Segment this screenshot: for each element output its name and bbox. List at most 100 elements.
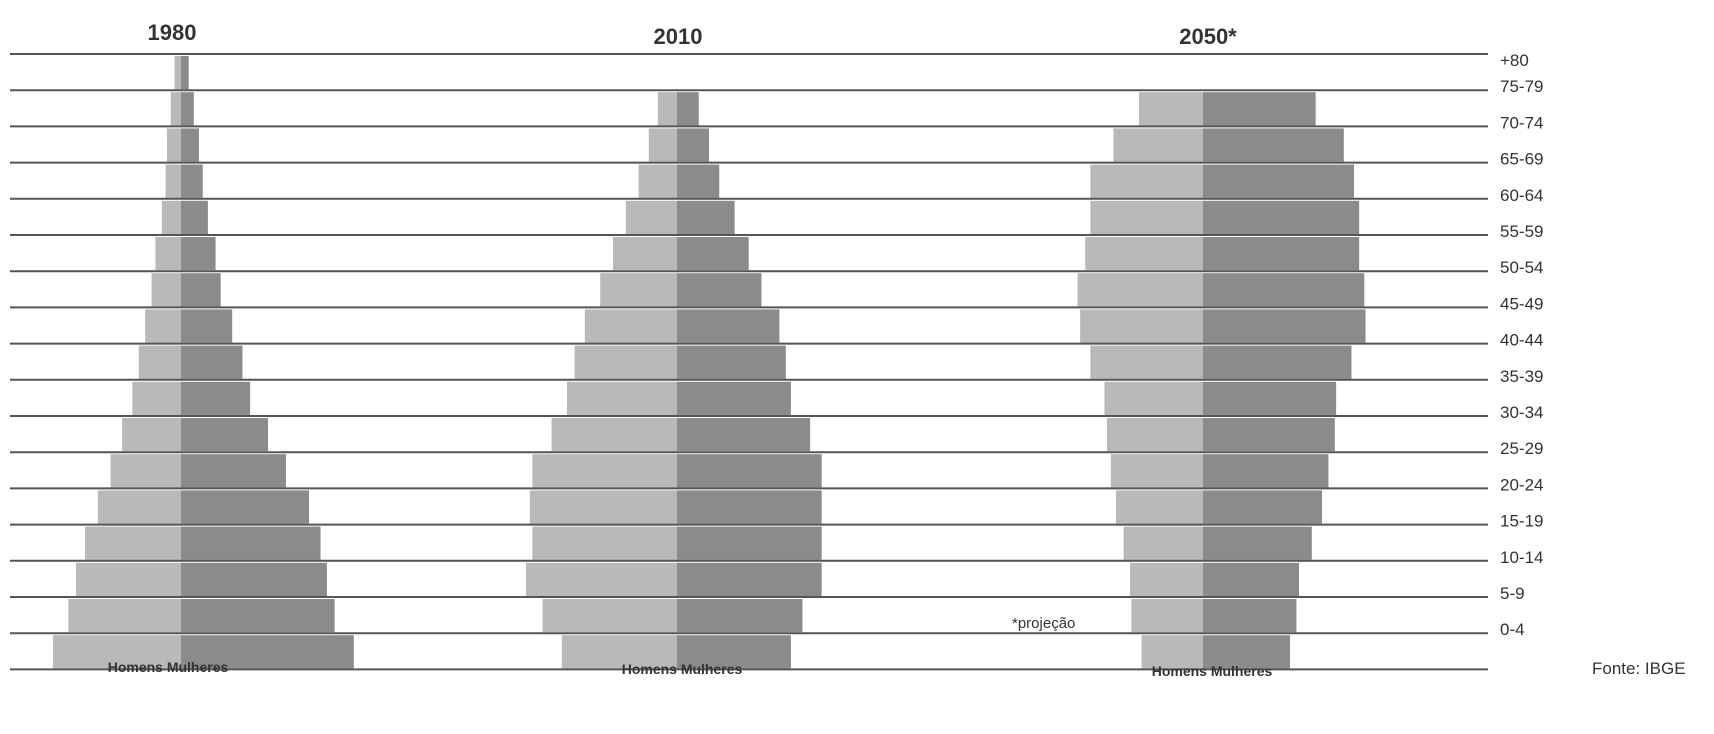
bar-mulheres-1980-10-14 <box>181 562 327 596</box>
age-label-15-19: 15-19 <box>1500 512 1543 531</box>
bar-homens-1980-20-24 <box>97 490 181 524</box>
bar-homens-2010-75-79 <box>657 92 677 126</box>
bar-mulheres-1980-5-9 <box>181 599 335 633</box>
bar-mulheres-2050-65-69 <box>1203 164 1355 198</box>
pyramid-title-1980: 1980 <box>148 20 197 45</box>
bar-homens-1980-35-39 <box>132 381 181 415</box>
sex-labels-1980: Homens Mulheres <box>108 659 229 675</box>
bar-homens-2010-60-64 <box>625 200 677 234</box>
bar-homens-2010-40-44 <box>574 345 677 379</box>
bar-mulheres-2010-35-39 <box>677 381 791 415</box>
bar-homens-2010-35-39 <box>566 381 677 415</box>
bar-homens-2050-40-44 <box>1090 345 1203 379</box>
bars-layer <box>53 56 1366 669</box>
bar-homens-1980-55-59 <box>155 237 181 271</box>
bar-mulheres-2050-45-49 <box>1203 309 1366 343</box>
bar-mulheres-2010-40-44 <box>677 345 786 379</box>
bar-mulheres-2010-70-74 <box>677 128 709 162</box>
bar-mulheres-2050-5-9 <box>1203 599 1297 633</box>
bar-homens-2050-60-64 <box>1090 200 1203 234</box>
bar-mulheres-2010-60-64 <box>677 200 735 234</box>
age-label-70-74: 70-74 <box>1500 113 1543 132</box>
bar-homens-1980-25-29 <box>110 454 181 488</box>
bar-homens-2050-30-34 <box>1107 418 1203 452</box>
bar-mulheres-2010-75-79 <box>677 92 699 126</box>
bar-homens-1980-60-64 <box>161 200 181 234</box>
bar-homens-1980-65-69 <box>165 164 181 198</box>
bar-mulheres-2010-0-4 <box>677 635 791 669</box>
age-label-+80: +80 <box>1500 51 1529 70</box>
bar-homens-1980-10-14 <box>76 562 181 596</box>
age-label-20-24: 20-24 <box>1500 475 1543 494</box>
bar-homens-2010-50-54 <box>600 273 677 307</box>
bar-homens-2010-5-9 <box>542 599 677 633</box>
source-label: Fonte: IBGE <box>1592 659 1686 678</box>
bar-mulheres-2050-20-24 <box>1203 490 1323 524</box>
age-label-35-39: 35-39 <box>1500 367 1543 386</box>
bar-mulheres-2010-45-49 <box>677 309 780 343</box>
age-label-60-64: 60-64 <box>1500 186 1543 205</box>
bar-homens-1980-+80 <box>174 56 181 90</box>
age-label-40-44: 40-44 <box>1500 331 1543 350</box>
bar-homens-2050-10-14 <box>1130 562 1203 596</box>
bar-mulheres-2010-55-59 <box>677 237 749 271</box>
bar-mulheres-2050-35-39 <box>1203 381 1337 415</box>
sex-labels-2050: Homens Mulheres <box>1152 663 1273 679</box>
bar-mulheres-2050-0-4 <box>1203 635 1291 669</box>
bar-mulheres-1980-+80 <box>181 56 189 90</box>
bar-homens-2010-30-34 <box>551 418 677 452</box>
bar-homens-2050-65-69 <box>1090 164 1203 198</box>
bar-mulheres-1980-0-4 <box>181 635 354 669</box>
bar-homens-2010-55-59 <box>613 237 677 271</box>
bar-mulheres-2050-30-34 <box>1203 418 1335 452</box>
bar-mulheres-2010-30-34 <box>677 418 811 452</box>
bar-mulheres-2050-50-54 <box>1203 273 1365 307</box>
bar-mulheres-2010-65-69 <box>677 164 720 198</box>
pyramid-title-2010: 2010 <box>654 24 703 49</box>
age-label-55-59: 55-59 <box>1500 222 1543 241</box>
bar-mulheres-2050-60-64 <box>1203 200 1360 234</box>
bar-homens-2050-5-9 <box>1131 599 1203 633</box>
bar-mulheres-2050-10-14 <box>1203 562 1299 596</box>
age-band-rules <box>10 53 1488 671</box>
age-label-50-54: 50-54 <box>1500 258 1543 277</box>
bar-mulheres-2050-70-74 <box>1203 128 1344 162</box>
bar-homens-2050-45-49 <box>1080 309 1203 343</box>
bar-homens-2050-70-74 <box>1113 128 1203 162</box>
bar-mulheres-1980-75-79 <box>181 92 194 126</box>
age-label-5-9: 5-9 <box>1500 584 1525 603</box>
bar-mulheres-1980-60-64 <box>181 200 208 234</box>
bar-homens-2010-15-19 <box>532 526 677 560</box>
projection-note: *projeção <box>1012 615 1075 632</box>
bar-homens-1980-0-4 <box>53 635 181 669</box>
bar-homens-1980-50-54 <box>151 273 181 307</box>
age-label-65-69: 65-69 <box>1500 150 1543 169</box>
bar-homens-2010-45-49 <box>584 309 677 343</box>
bar-mulheres-1980-25-29 <box>181 454 286 488</box>
age-label-10-14: 10-14 <box>1500 548 1543 567</box>
bar-homens-2050-55-59 <box>1085 237 1203 271</box>
bar-homens-1980-70-74 <box>166 128 181 162</box>
bar-homens-2050-20-24 <box>1115 490 1203 524</box>
bar-homens-1980-30-34 <box>122 418 181 452</box>
bar-homens-1980-5-9 <box>68 599 181 633</box>
bar-homens-2050-35-39 <box>1104 381 1203 415</box>
bar-mulheres-2050-40-44 <box>1203 345 1352 379</box>
age-label-45-49: 45-49 <box>1500 294 1543 313</box>
bar-mulheres-2050-25-29 <box>1203 454 1329 488</box>
bar-mulheres-1980-45-49 <box>181 309 233 343</box>
age-label-25-29: 25-29 <box>1500 439 1543 458</box>
bar-homens-2010-65-69 <box>638 164 677 198</box>
bar-mulheres-1980-50-54 <box>181 273 221 307</box>
bar-homens-2050-15-19 <box>1123 526 1203 560</box>
bar-homens-2050-50-54 <box>1077 273 1203 307</box>
bar-homens-1980-40-44 <box>138 345 181 379</box>
bar-mulheres-2010-10-14 <box>677 562 822 596</box>
bar-mulheres-2010-25-29 <box>677 454 822 488</box>
age-label-30-34: 30-34 <box>1500 403 1543 422</box>
sex-labels-2010: Homens Mulheres <box>622 661 743 677</box>
bar-mulheres-2010-5-9 <box>677 599 803 633</box>
age-label-0-4: 0-4 <box>1500 620 1525 639</box>
bar-mulheres-2050-75-79 <box>1203 92 1316 126</box>
bar-mulheres-1980-40-44 <box>181 345 243 379</box>
